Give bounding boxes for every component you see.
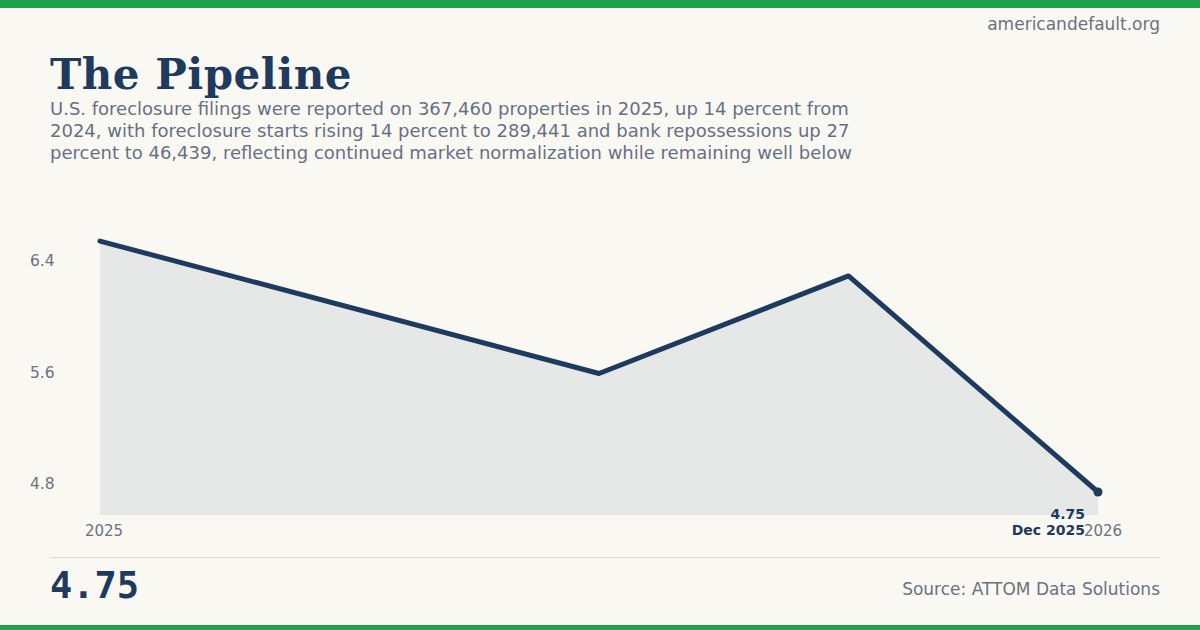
endpoint-date: Dec 2025	[1012, 523, 1085, 539]
subtitle-line: U.S. foreclosure filings were reported o…	[50, 98, 852, 120]
chart-area-fill	[100, 241, 1098, 515]
chart-line	[100, 241, 1098, 492]
top-accent-bar	[0, 0, 1200, 8]
page-subtitle: U.S. foreclosure filings were reported o…	[50, 98, 852, 164]
footer-divider	[50, 557, 1160, 558]
x-axis-tick-2025: 2025	[74, 522, 134, 540]
page-title: The Pipeline	[50, 50, 352, 99]
chart-endpoint-marker	[1094, 487, 1103, 496]
y-axis-tick-label: 4.8	[30, 475, 55, 493]
y-axis-tick-label: 6.4	[30, 252, 55, 270]
subtitle-line: percent to 46,439, reflecting continued …	[50, 142, 852, 164]
y-axis-tick-label: 5.6	[30, 364, 55, 382]
latest-value: 4.75	[50, 564, 139, 607]
site-domain: americandefault.org	[987, 14, 1160, 34]
bottom-accent-bar	[0, 625, 1200, 630]
endpoint-value: 4.75	[1012, 507, 1085, 523]
source-attribution: Source: ATTOM Data Solutions	[902, 579, 1160, 599]
endpoint-annotation: 4.75 Dec 2025	[1012, 507, 1085, 538]
subtitle-line: 2024, with foreclosure starts rising 14 …	[50, 120, 852, 142]
